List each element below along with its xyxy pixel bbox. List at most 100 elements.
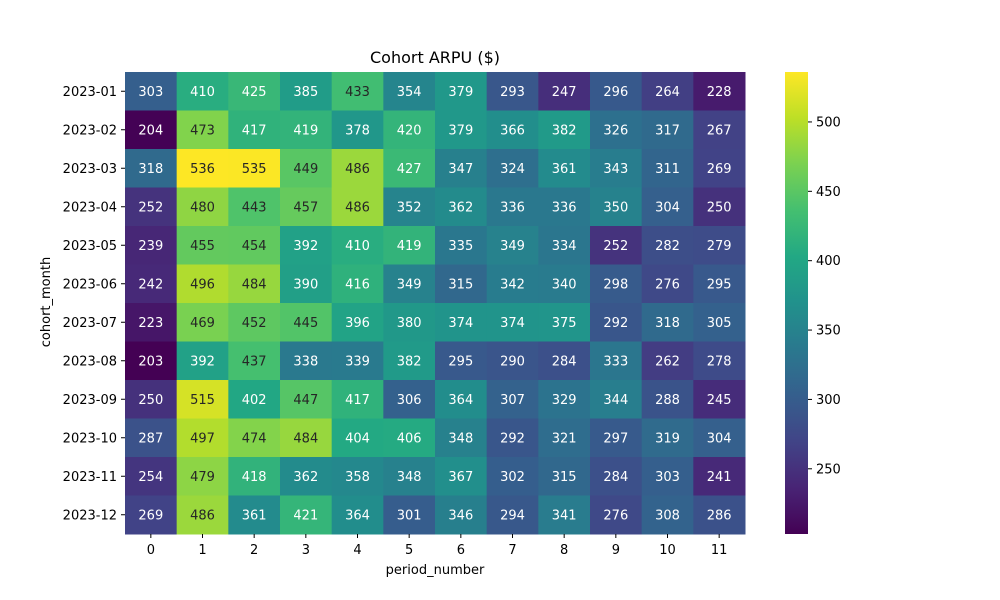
heatmap-cell	[383, 226, 436, 265]
heatmap-cell	[331, 341, 384, 381]
heatmap-cell	[176, 110, 229, 150]
heatmap-cell	[641, 495, 694, 535]
heatmap-cell	[641, 110, 694, 150]
cell-value-label: 392	[190, 354, 215, 369]
cell-value-label: 419	[397, 239, 422, 254]
heatmap-cell	[280, 418, 333, 458]
cell-value-label: 335	[448, 239, 473, 254]
cell-value-label: 307	[500, 393, 525, 408]
heatmap-cell	[486, 341, 539, 381]
cell-value-label: 245	[707, 393, 732, 408]
cell-value-label: 445	[293, 316, 318, 331]
cell-value-label: 535	[242, 162, 267, 177]
y-tick-label: 2023-10	[63, 431, 117, 446]
cell-value-label: 302	[500, 470, 525, 485]
heatmap-cell	[228, 226, 281, 265]
heatmap-cell	[228, 264, 281, 304]
cell-value-label: 382	[397, 354, 422, 369]
cell-value-label: 515	[190, 393, 215, 408]
cell-value-label: 317	[655, 123, 680, 138]
heatmap-cell	[331, 418, 384, 458]
cell-value-label: 402	[242, 393, 267, 408]
heatmap-cell	[228, 457, 281, 496]
cell-value-label: 443	[242, 200, 267, 215]
cell-value-label: 239	[138, 239, 163, 254]
heatmap-cell	[125, 418, 178, 458]
heatmap-cell	[125, 495, 178, 535]
heatmap-cell	[383, 457, 436, 496]
cell-value-label: 295	[448, 354, 473, 369]
heatmap-cell	[538, 149, 591, 188]
cell-value-label: 276	[655, 277, 680, 292]
cell-value-label: 392	[293, 239, 318, 254]
cell-value-label: 437	[242, 354, 267, 369]
heatmap-cell	[486, 226, 539, 265]
x-tick-label: 1	[198, 543, 206, 558]
heatmap-cell	[693, 303, 746, 342]
cell-value-label: 329	[552, 393, 577, 408]
heatmap-cell	[590, 226, 643, 265]
cell-value-label: 419	[293, 123, 318, 138]
colorbar-tick-label: 500	[816, 115, 841, 130]
cell-value-label: 318	[655, 316, 680, 331]
cell-value-label: 474	[242, 431, 267, 446]
heatmap-cell	[125, 380, 178, 419]
cell-value-label: 486	[190, 508, 215, 523]
cell-value-label: 385	[293, 85, 318, 100]
cell-value-label: 252	[138, 200, 163, 215]
cell-value-label: 293	[500, 85, 525, 100]
heatmap-cell	[538, 341, 591, 381]
cell-value-label: 362	[293, 470, 318, 485]
heatmap-cell	[125, 149, 178, 188]
heatmap-cell	[693, 264, 746, 304]
cell-value-label: 361	[552, 162, 577, 177]
heatmap-cell	[641, 418, 694, 458]
x-tick-label: 6	[457, 543, 465, 558]
heatmap-cell	[383, 187, 436, 227]
cell-value-label: 349	[500, 239, 525, 254]
cell-value-label: 287	[138, 431, 163, 446]
heatmap-cell	[228, 303, 281, 342]
cell-value-label: 306	[397, 393, 422, 408]
cell-value-label: 425	[242, 85, 267, 100]
cell-value-label: 292	[603, 316, 628, 331]
cell-value-label: 427	[397, 162, 422, 177]
cell-value-label: 346	[448, 508, 473, 523]
x-tick-label: 8	[560, 543, 568, 558]
heatmap-cell	[590, 264, 643, 304]
cell-value-label: 374	[448, 316, 473, 331]
heatmap-cell	[176, 457, 229, 496]
cell-value-label: 343	[603, 162, 628, 177]
heatmap-cell	[641, 226, 694, 265]
heatmap-cell	[641, 380, 694, 419]
heatmap-cell	[176, 303, 229, 342]
heatmap-cell	[125, 264, 178, 304]
heatmap-cell	[641, 303, 694, 342]
y-tick-label: 2023-09	[63, 393, 117, 408]
cell-value-label: 418	[242, 470, 267, 485]
cell-value-label: 347	[448, 162, 473, 177]
heatmap-cell	[538, 226, 591, 265]
cell-value-label: 417	[345, 393, 370, 408]
heatmap-cell	[435, 303, 488, 342]
heatmap-cell	[331, 149, 384, 188]
heatmap-cell	[435, 264, 488, 304]
heatmap-cell	[693, 380, 746, 419]
cell-value-label: 264	[655, 85, 680, 100]
heatmap-cell	[383, 110, 436, 150]
heatmap-cell	[641, 149, 694, 188]
heatmap-cell	[280, 303, 333, 342]
heatmap-cell	[125, 226, 178, 265]
heatmap-cell	[176, 72, 229, 111]
heatmap-cell	[280, 264, 333, 304]
cell-value-label: 294	[500, 508, 525, 523]
colorbar	[785, 72, 808, 534]
x-tick-label: 2	[250, 543, 258, 558]
heatmap-cell	[693, 72, 746, 111]
x-tick-label: 10	[659, 543, 676, 558]
cell-value-label: 288	[655, 393, 680, 408]
cell-value-label: 311	[655, 162, 680, 177]
cell-value-label: 223	[138, 316, 163, 331]
cell-value-label: 250	[707, 200, 732, 215]
cell-value-label: 254	[138, 470, 163, 485]
